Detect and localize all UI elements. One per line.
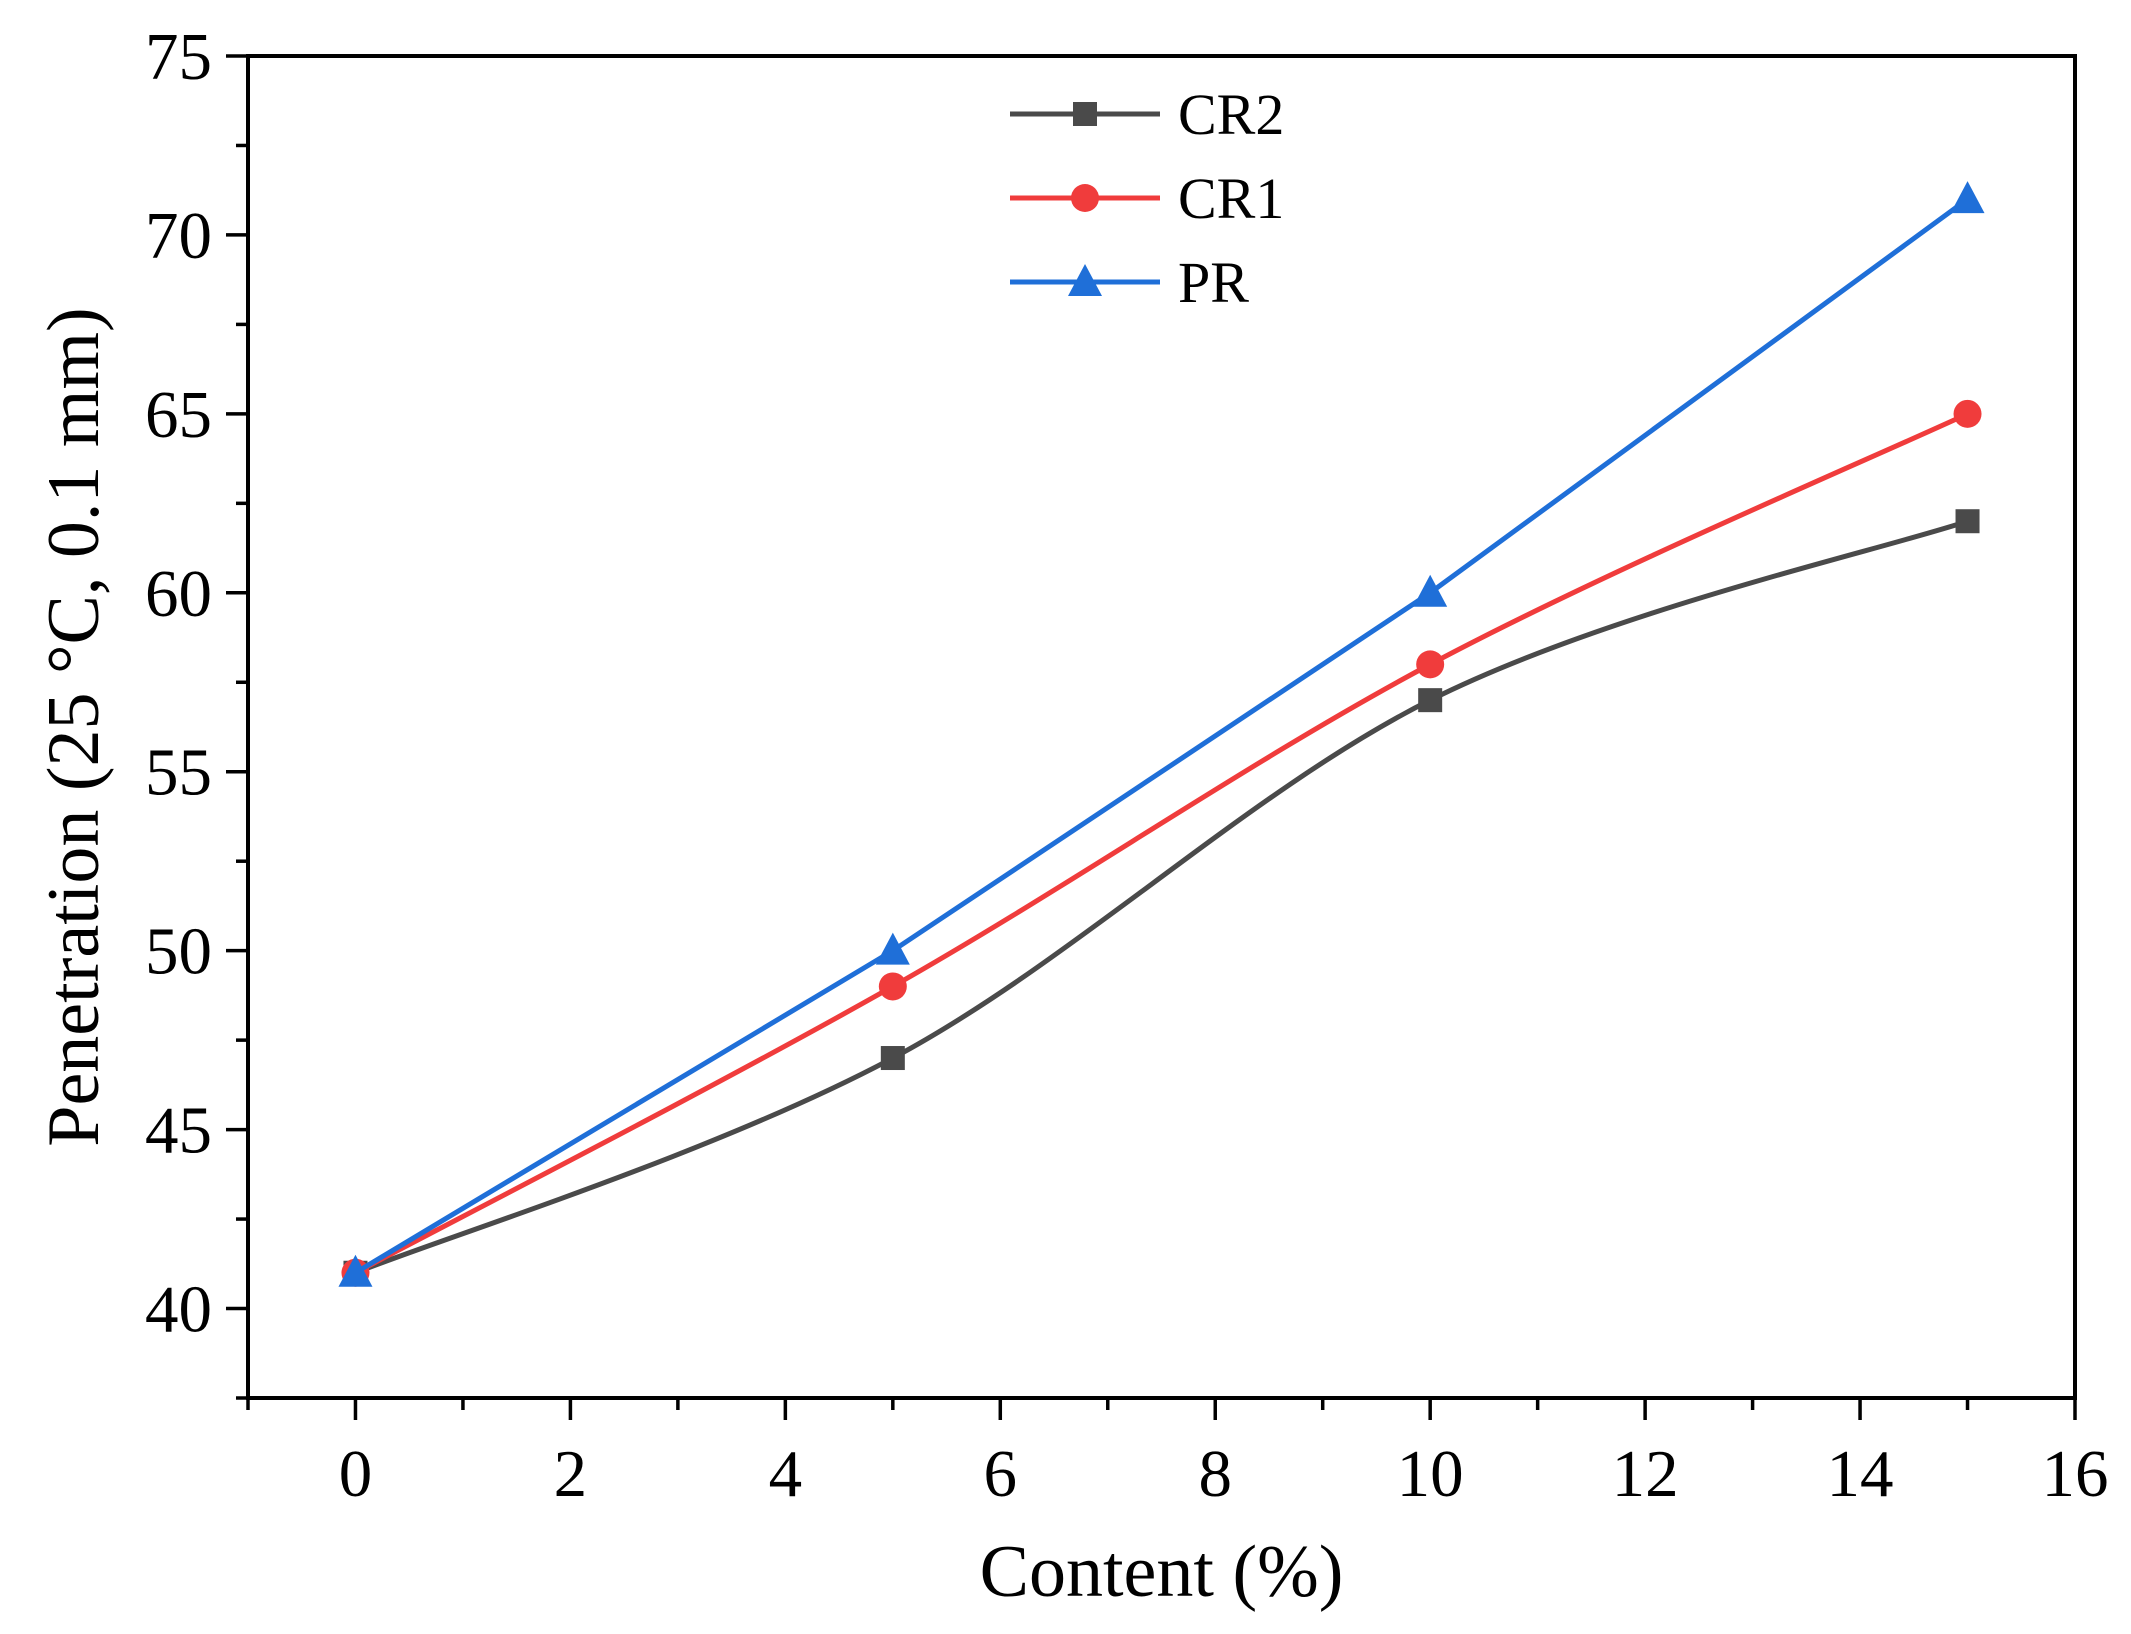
x-tick-label: 14 — [1827, 1437, 1894, 1511]
legend-item-pr: PR — [1010, 250, 1249, 315]
series-line-pr — [354, 197, 1970, 1275]
legend-marker — [1073, 102, 1097, 126]
legend-marker — [1068, 264, 1102, 296]
y-axis-label: Penetration (25 °C, 0.1 mm) — [33, 307, 115, 1146]
data-point-pr — [875, 932, 910, 965]
data-point-pr — [1950, 181, 1985, 214]
x-axis-label: Content (%) — [980, 1531, 1344, 1613]
series-line-cr1 — [354, 411, 1969, 1275]
legend-item-cr2: CR2 — [1010, 82, 1284, 147]
series-cr1 — [341, 399, 1982, 1287]
y-tick-label: 45 — [145, 1094, 212, 1168]
legend-item-cr1: CR1 — [1010, 166, 1284, 231]
y-tick-label: 50 — [145, 915, 212, 989]
y-tick-label: 70 — [145, 199, 212, 273]
y-tick-label: 65 — [145, 378, 212, 452]
y-tick-label: 60 — [145, 557, 212, 631]
data-point-cr2 — [1418, 688, 1443, 713]
data-point-cr1 — [1416, 650, 1445, 679]
series-cr2 — [343, 509, 1980, 1285]
data-point-pr — [1413, 574, 1448, 607]
legend-label: CR2 — [1178, 82, 1284, 147]
data-point-pr — [338, 1254, 373, 1287]
y-tick-label: 40 — [145, 1273, 212, 1347]
data-point-cr2 — [1955, 509, 1980, 534]
x-tick-label: 12 — [1612, 1437, 1679, 1511]
data-point-cr2 — [880, 1046, 905, 1071]
series-line-cr2 — [354, 518, 1969, 1276]
legend-marker — [1071, 184, 1099, 212]
legend-label: CR1 — [1178, 166, 1284, 231]
y-tick-label: 75 — [145, 20, 212, 94]
x-tick-label: 0 — [339, 1437, 373, 1511]
series-pr — [338, 181, 1985, 1287]
series-layer — [338, 181, 1985, 1287]
x-tick-label: 2 — [554, 1437, 588, 1511]
legend: CR2 CR1 PR — [1010, 82, 1284, 315]
x-tick-label: 16 — [2042, 1437, 2109, 1511]
x-tick-label: 8 — [1198, 1437, 1232, 1511]
legend-label: PR — [1178, 250, 1249, 315]
data-point-cr1 — [1953, 399, 1982, 428]
data-point-cr1 — [878, 972, 907, 1001]
x-tick-label: 10 — [1397, 1437, 1464, 1511]
plot-frame — [246, 54, 2077, 1400]
x-tick-label: 4 — [769, 1437, 803, 1511]
axes: 0 2 4 6 8 10 12 14 16 40 45 50 55 60 65 70 75 — [145, 20, 2109, 1511]
x-tick-label: 6 — [984, 1437, 1018, 1511]
y-tick-label: 55 — [145, 736, 212, 810]
